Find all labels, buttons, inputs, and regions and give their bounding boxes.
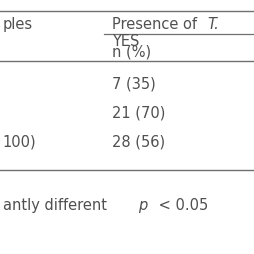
Text: 7 (35): 7 (35) — [112, 76, 155, 91]
Text: antly different: antly different — [3, 198, 111, 213]
Text: < 0.05: < 0.05 — [154, 198, 208, 213]
Text: 100): 100) — [3, 135, 36, 150]
Text: T.: T. — [207, 17, 219, 32]
Text: YES: YES — [112, 34, 139, 50]
Text: p: p — [138, 198, 148, 213]
Text: 28 (56): 28 (56) — [112, 135, 165, 150]
Text: 21 (70): 21 (70) — [112, 105, 165, 121]
Text: Presence of: Presence of — [112, 17, 201, 32]
Text: n (%): n (%) — [112, 44, 151, 60]
Text: ples: ples — [3, 17, 33, 32]
